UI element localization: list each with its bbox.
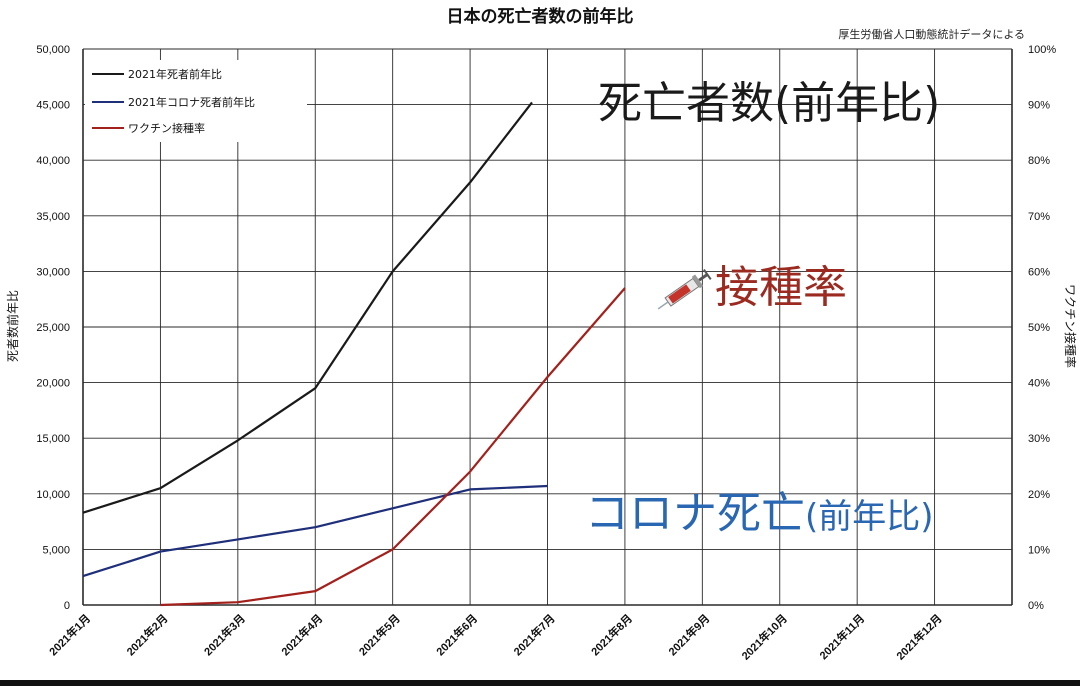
y-tick-label-right: 90%	[1028, 100, 1050, 112]
x-tick-label: 2021年5月	[356, 611, 403, 658]
y-tick-label-left: 35,000	[36, 211, 70, 223]
y-tick-label-right: 10%	[1028, 544, 1050, 556]
y-tick-label-left: 40,000	[36, 155, 70, 167]
y-tick-label-left: 50,000	[36, 44, 70, 56]
syringe-icon	[657, 268, 712, 310]
y-tick-label-right: 20%	[1028, 489, 1050, 501]
chart-title: 日本の死亡者数の前年比	[447, 6, 634, 27]
y-tick-label-left: 20,000	[36, 378, 70, 390]
y-tick-label-left: 5,000	[42, 544, 70, 556]
source-note: 厚生労働省人口動態統計データによる	[838, 27, 1025, 41]
legend-label-corona: 2021年コロナ死者前年比	[128, 95, 255, 109]
annotation-corona-paren: (前年比)	[805, 497, 934, 537]
x-tick-label: 2021年3月	[201, 611, 248, 658]
y-tick-label-left: 15,000	[36, 433, 70, 445]
series-line-corona	[82, 484, 548, 578]
x-tick-label: 2021年11月	[816, 611, 867, 662]
grid-lines	[82, 48, 1013, 606]
y-tick-label-left: 45,000	[36, 100, 70, 112]
y-tick-label-right: 0%	[1028, 600, 1044, 612]
bottom-edge-bar	[0, 680, 1080, 686]
y-tick-label-right: 80%	[1028, 155, 1050, 167]
x-tick-label: 2021年8月	[588, 611, 635, 658]
y-tick-label-left: 30,000	[36, 266, 70, 278]
x-tick-label: 2021年9月	[665, 611, 712, 658]
annotation-corona-main: コロナ死亡	[585, 488, 805, 539]
annotation-vaccination: 接種率	[715, 262, 847, 313]
y-tick-label-right: 60%	[1028, 266, 1050, 278]
y-axis-label-right: ワクチン接種率	[1063, 284, 1078, 368]
x-tick-label: 2021年1月	[46, 611, 93, 658]
x-tick-label: 2021年6月	[433, 611, 480, 658]
x-tick-label: 2021年7月	[511, 611, 558, 658]
legend-label-vaccine: ワクチン接種率	[128, 121, 205, 135]
x-tick-label: 2021年12月	[893, 611, 944, 662]
series-lines	[82, 101, 626, 607]
y-tick-label-left: 10,000	[36, 489, 70, 501]
series-line-deaths	[82, 101, 533, 514]
y-axis-label-left: 死者数前年比	[5, 290, 20, 362]
y-tick-label-right: 100%	[1028, 44, 1056, 56]
legend-label-deaths: 2021年死者前年比	[128, 67, 222, 81]
y-tick-label-left: 0	[64, 600, 70, 612]
x-tick-label: 2021年10月	[738, 611, 789, 662]
x-tick-label: 2021年2月	[123, 611, 170, 658]
annotation-corona: コロナ死亡(前年比)	[585, 488, 934, 539]
legend: 2021年死者前年比 2021年コロナ死者前年比 ワクチン接種率	[85, 60, 307, 142]
y-tick-label-right: 40%	[1028, 378, 1050, 390]
y-tick-label-right: 50%	[1028, 322, 1050, 334]
y-tick-label-right: 70%	[1028, 211, 1050, 223]
x-tick-label: 2021年4月	[278, 611, 325, 658]
y-tick-label-left: 25,000	[36, 322, 70, 334]
series-line-vaccine	[160, 287, 626, 607]
annotation-deaths: 死亡者数(前年比)	[598, 78, 940, 129]
y-tick-label-right: 30%	[1028, 433, 1050, 445]
